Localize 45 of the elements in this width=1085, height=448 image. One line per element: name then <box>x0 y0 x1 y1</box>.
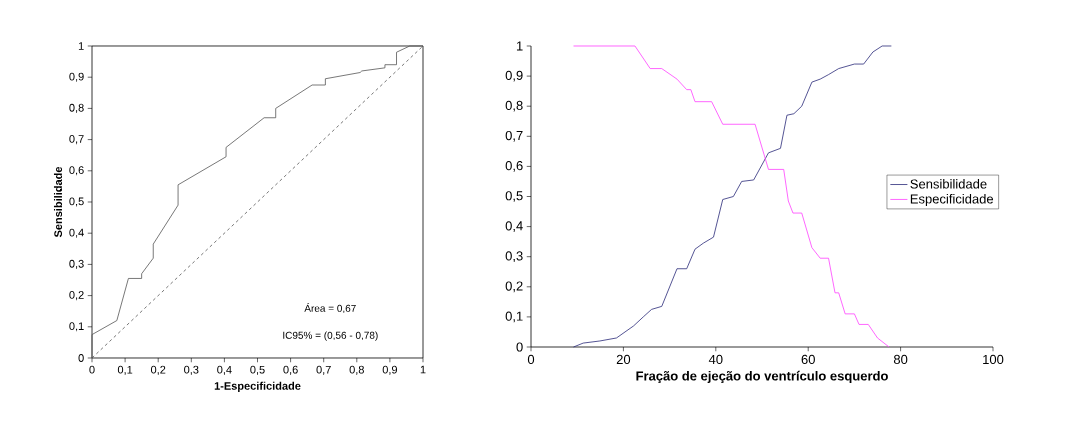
x-tick-label: 0,3 <box>184 365 199 375</box>
annotation: IC95% = (0,56 - 0,78) <box>283 331 378 341</box>
x-tick-label: 0 <box>89 365 95 374</box>
x-tick-label: 0,6 <box>283 365 298 375</box>
y-tick-label: 0,1 <box>505 311 523 323</box>
x-tick-label: 0,7 <box>316 365 331 375</box>
x-axis-title: 1-Especificidade <box>214 381 301 392</box>
y-tick-label: 0,2 <box>69 291 84 301</box>
y-tick-label: 0,9 <box>69 72 84 82</box>
y-tick-label: 0,8 <box>69 103 84 113</box>
x-tick-label: 0,2 <box>150 365 166 375</box>
x-axis-title: Fração de ejeção do ventrículo esquerdo <box>636 370 888 384</box>
y-tick-label: 0,3 <box>505 251 523 263</box>
y-tick-label: 1 <box>78 42 84 50</box>
y-tick-label: 0,9 <box>505 70 523 82</box>
x-tick-label: 0 <box>527 354 535 364</box>
x-tick-label: 1 <box>420 365 426 374</box>
x-tick-label: 60 <box>801 354 815 364</box>
y-tick-label: 0,5 <box>505 191 523 202</box>
x-tick-label: 80 <box>893 354 908 364</box>
y-tick-label: 0,7 <box>69 135 84 145</box>
y-tick-label: 0,2 <box>505 281 523 293</box>
x-tick-label: 100 <box>983 354 1004 364</box>
y-tick-label: 0,6 <box>505 161 523 172</box>
legend-label: Especificidade <box>910 193 994 207</box>
y-axis-title: Sensibilidade <box>53 166 63 238</box>
y-tick-label: 0,8 <box>505 100 523 112</box>
annotation: Área = 0,67 <box>304 303 356 314</box>
x-tick-label: 0,4 <box>217 365 232 375</box>
legend-label: Sensibilidade <box>910 179 987 189</box>
x-tick-label: 0,5 <box>250 365 265 375</box>
y-tick-label: 0,4 <box>69 228 84 238</box>
y-tick-label: 0 <box>516 342 523 352</box>
x-tick-label: 40 <box>708 354 723 364</box>
y-tick-label: 0,3 <box>69 259 84 269</box>
x-tick-label: 0,1 <box>117 365 133 375</box>
y-tick-label: 0,5 <box>69 197 84 207</box>
y-tick-label: 0,4 <box>505 221 523 232</box>
y-tick-label: 0,1 <box>69 322 84 332</box>
x-tick-label: 0,9 <box>382 365 398 375</box>
x-tick-label: 20 <box>616 354 631 364</box>
y-tick-label: 0,6 <box>69 166 84 176</box>
y-tick-label: 1 <box>516 41 523 51</box>
y-tick-label: 0,7 <box>505 130 523 142</box>
x-tick-label: 0,8 <box>349 365 364 375</box>
